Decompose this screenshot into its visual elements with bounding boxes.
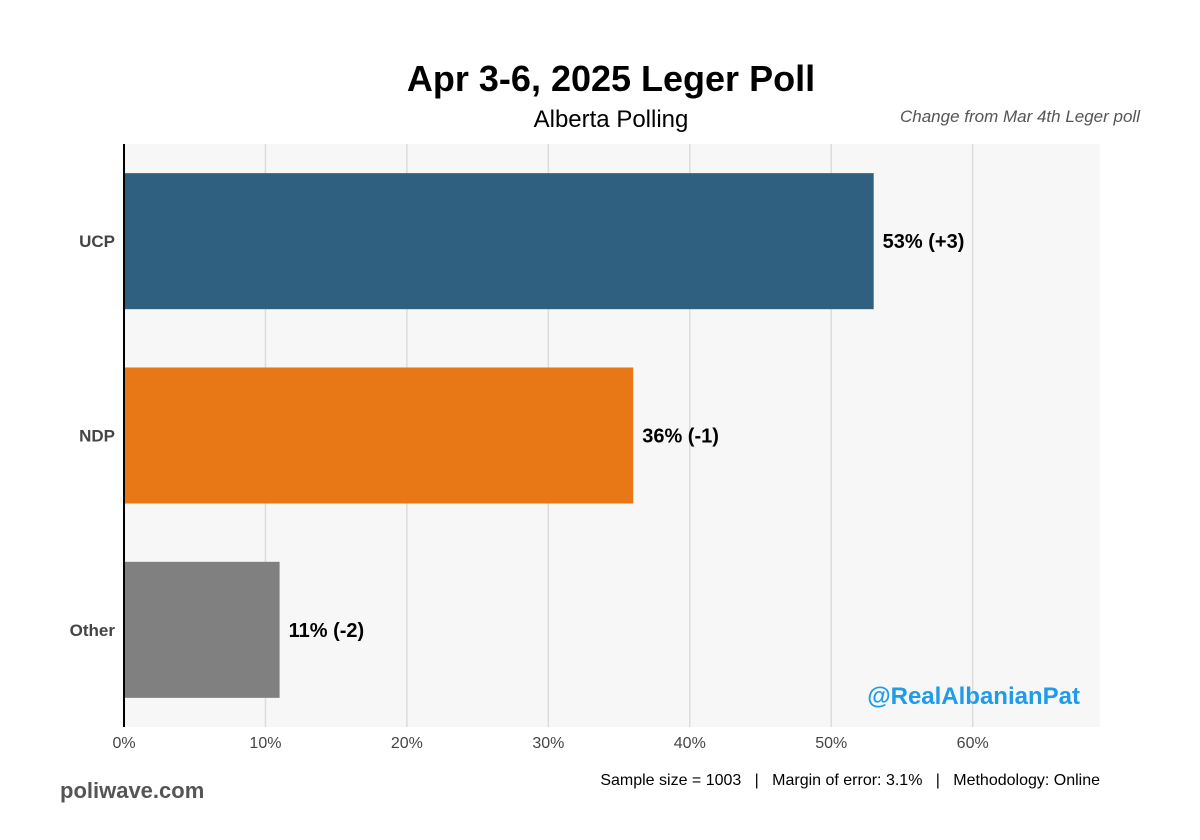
category-label: NDP	[79, 427, 115, 446]
chart-subtitle: Alberta Polling	[533, 106, 689, 133]
bar-ucp	[124, 173, 874, 310]
x-tick-label: 40%	[674, 735, 706, 752]
category-label: Other	[70, 621, 116, 640]
x-tick-label: 20%	[391, 735, 423, 752]
data-label: 11% (-2)	[289, 620, 365, 642]
change-note: Change from Mar 4th Leger poll	[899, 107, 1140, 126]
data-label: 36% (-1)	[642, 426, 719, 448]
watermark-handle: @RealAlbanianPat	[867, 683, 1080, 710]
bar-other	[124, 561, 280, 698]
x-tick-label: 10%	[249, 735, 281, 752]
bar-ndp	[124, 367, 634, 504]
chart-title: Apr 3-6, 2025 Leger Poll	[406, 58, 816, 99]
methodology-footer: Sample size = 1003 | Margin of error: 3.…	[600, 772, 1100, 789]
x-tick-label: 50%	[815, 735, 847, 752]
x-tick-label: 60%	[957, 735, 989, 752]
brand-logo-text: poliwave.com	[60, 778, 205, 803]
category-label: UCP	[79, 232, 115, 251]
x-tick-label: 30%	[532, 735, 564, 752]
x-tick-label: 0%	[112, 735, 135, 752]
data-label: 53% (+3)	[883, 231, 965, 253]
